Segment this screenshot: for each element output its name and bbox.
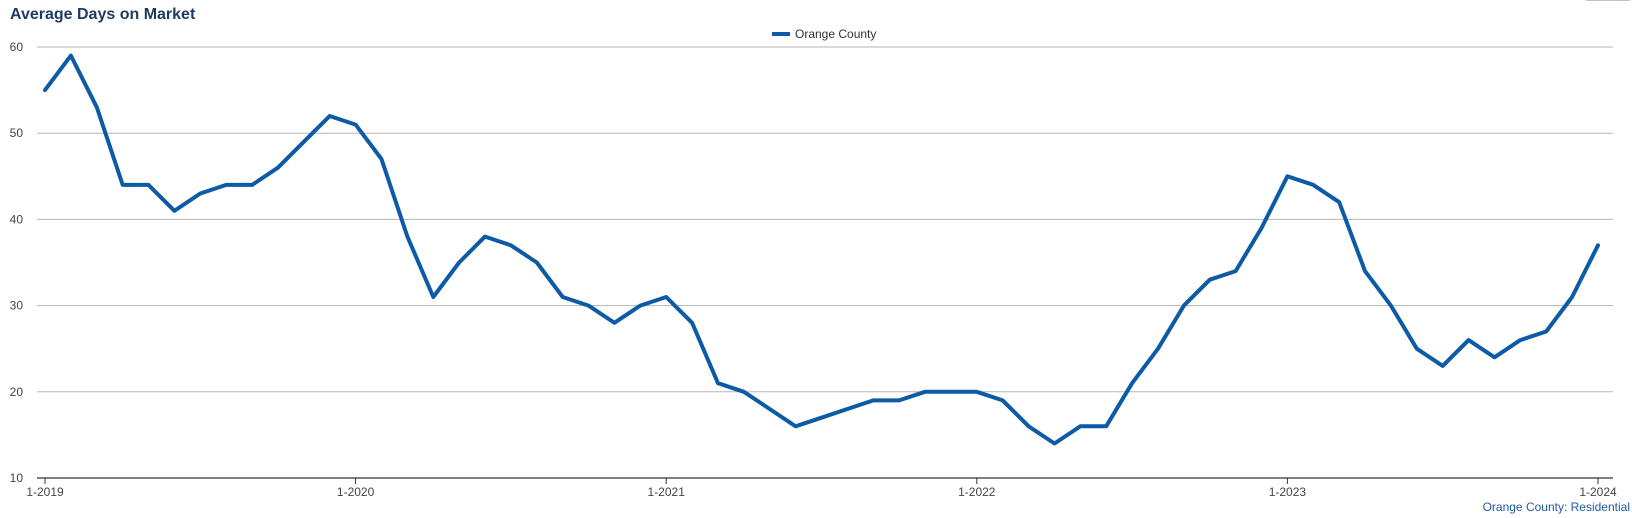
y-tick-label: 60 [10, 40, 24, 54]
x-tick-label: 1-2022 [958, 485, 996, 499]
legend-label: Orange County [795, 27, 876, 41]
chart-title: Average Days on Market [10, 6, 196, 23]
x-tick-label: 1-2021 [648, 485, 686, 499]
y-tick-label: 40 [10, 212, 24, 226]
x-tick-label: 1-2024 [1579, 485, 1617, 499]
y-tick-label: 20 [10, 385, 24, 399]
data-source-label: Orange County: Residential [1482, 500, 1630, 514]
y-axis: 10 20 30 40 50 60 [10, 40, 24, 485]
series-layer [43, 53, 1600, 446]
y-tick-label: 50 [10, 126, 24, 140]
x-tick-label: 1-2023 [1269, 485, 1307, 499]
x-tick-label: 1-2020 [337, 485, 375, 499]
gridlines [37, 46, 1613, 393]
x-axis: 1-2019 1-2020 1-2021 1-2022 1-2023 1-2024 [26, 477, 1617, 499]
menu-handle [1586, 0, 1630, 1]
x-tick-label: 1-2019 [26, 485, 64, 499]
y-tick-label: 30 [10, 299, 24, 313]
legend[interactable]: Orange County [772, 27, 876, 41]
y-tick-label: 10 [10, 471, 24, 485]
series-line [43, 53, 1600, 446]
